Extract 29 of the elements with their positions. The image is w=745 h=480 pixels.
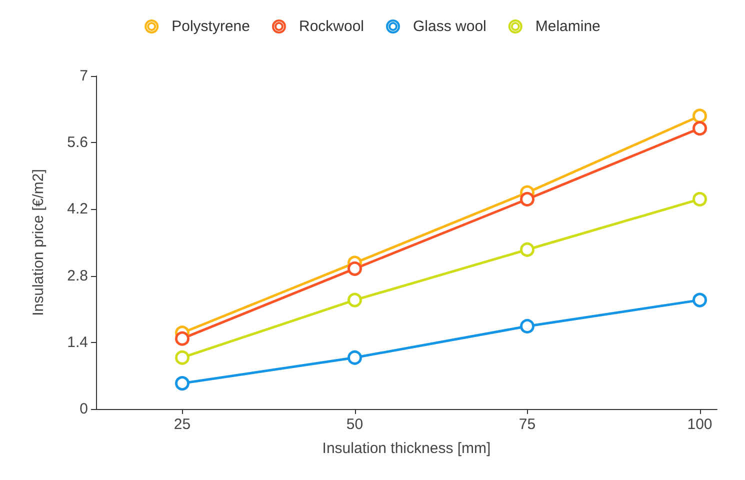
point — [692, 292, 707, 308]
y-tick-label: 4.2 — [67, 200, 88, 218]
legend-label: Polystyrene — [172, 18, 250, 35]
y-tick-label: 1.4 — [67, 334, 88, 351]
y-tick-label: 5.6 — [67, 134, 88, 152]
point — [692, 121, 707, 136]
x-tick-label: 25 — [174, 416, 191, 433]
point — [175, 376, 190, 391]
x-tick-label: 75 — [518, 416, 536, 433]
y-axis-title: Insulation price [€/m2] — [30, 169, 47, 316]
point — [520, 192, 534, 206]
x-tick-label: 50 — [346, 416, 364, 433]
point — [692, 108, 707, 124]
point — [348, 292, 362, 308]
point — [520, 318, 534, 334]
point — [348, 261, 362, 276]
x-tick-label: 100 — [687, 416, 712, 433]
point — [175, 331, 190, 346]
x-axis-title: Insulation thickness [mm] — [322, 440, 491, 457]
point — [520, 242, 534, 257]
y-tick-label: 7 — [80, 68, 88, 84]
legend-label: Glass wool — [413, 18, 486, 35]
point — [692, 192, 707, 206]
point — [175, 350, 190, 365]
legend-label: Rockwool — [298, 18, 364, 35]
y-tick-label: 2.8 — [67, 267, 88, 284]
point — [348, 350, 362, 365]
y-tick-label: 0 — [80, 400, 88, 418]
legend-label: Melamine — [535, 18, 600, 35]
